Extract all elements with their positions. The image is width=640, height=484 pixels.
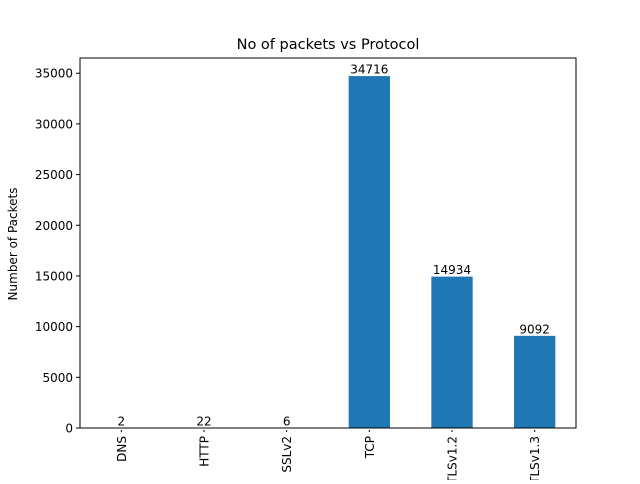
y-tick-label: 35000: [35, 67, 73, 81]
y-axis-label: Number of Packets: [6, 188, 20, 301]
chart-title: No of packets vs Protocol: [237, 37, 420, 53]
y-tick-label: 30000: [35, 117, 73, 131]
x-axis-ticks: DNS HTTP SSLv2 TCP TLSv1.2 TLSv1.3: [115, 428, 542, 480]
bar-tlsv1-3: [514, 336, 555, 428]
bar-tcp: [349, 76, 390, 428]
x-tick-label: DNS: [115, 436, 129, 462]
x-tick-label: SSLv2: [280, 436, 294, 473]
data-label: 34716: [350, 63, 388, 77]
y-tick-label: 20000: [35, 219, 73, 233]
y-tick-label: 15000: [35, 269, 73, 283]
bar-tlsv1-2: [431, 277, 472, 428]
data-label: 9092: [519, 322, 550, 336]
data-label: 6: [283, 414, 291, 428]
x-tick-label: TCP: [363, 436, 377, 459]
bars-group: [101, 76, 556, 428]
y-tick-label: 5000: [42, 371, 73, 385]
y-axis-ticks: 0 5000 10000 15000 20000 25000 30000 35000: [35, 67, 80, 436]
plot-frame: [80, 58, 576, 428]
x-tick-label: TLSv1.3: [528, 436, 542, 480]
y-tick-label: 10000: [35, 320, 73, 334]
x-tick-label: HTTP: [198, 436, 212, 467]
data-label: 14934: [433, 263, 471, 277]
y-tick-label: 0: [65, 422, 73, 436]
data-label: 2: [118, 414, 126, 428]
y-tick-label: 25000: [35, 168, 73, 182]
x-tick-label: TLSv1.2: [446, 436, 460, 480]
data-label: 22: [196, 414, 211, 428]
